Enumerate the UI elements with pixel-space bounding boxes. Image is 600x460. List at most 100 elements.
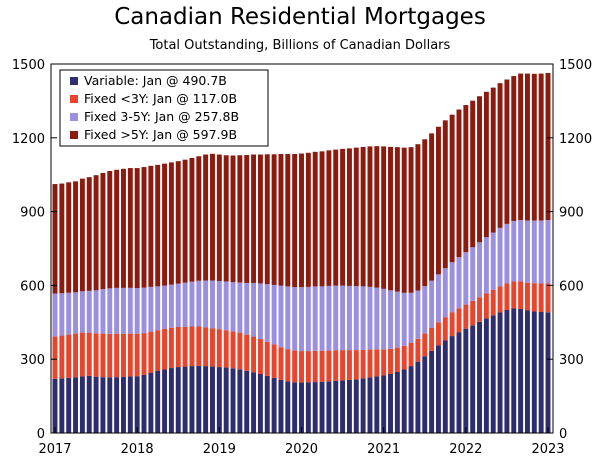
bar-segment-fixed_3to5-2022-01 bbox=[463, 252, 469, 305]
bar-segment-fixed_gt5-2021-06 bbox=[415, 144, 421, 291]
bar-segment-variable-2018-10 bbox=[196, 365, 202, 433]
bar-segment-fixed_3to5-2018-09 bbox=[189, 281, 195, 327]
bar-segment-fixed_lt3-2017-04 bbox=[73, 333, 79, 378]
chart-title: Canadian Residential Mortgages bbox=[114, 4, 486, 30]
bar-segment-fixed_3to5-2017-01 bbox=[52, 293, 58, 337]
x-tick-label-2019: 2019 bbox=[203, 442, 236, 457]
bar-segment-fixed_gt5-2019-07 bbox=[257, 154, 263, 284]
bar-segment-fixed_gt5-2019-12 bbox=[292, 154, 298, 288]
bar-segment-fixed_gt5-2022-03 bbox=[477, 96, 482, 243]
bar-segment-fixed_3to5-2019-02 bbox=[223, 281, 229, 331]
legend-swatch-variable bbox=[70, 77, 78, 85]
bar-segment-fixed_3to5-2018-07 bbox=[175, 283, 181, 327]
bar-segment-fixed_lt3-2018-03 bbox=[148, 331, 154, 373]
bar-segment-variable-2022-09 bbox=[518, 309, 524, 433]
bar-segment-variable-2018-02 bbox=[141, 374, 147, 433]
legend-label-fixed_gt5: Fixed >5Y: Jan @ 597.9B bbox=[84, 127, 237, 142]
bar-segment-fixed_3to5-2021-12 bbox=[456, 257, 462, 309]
bar-segment-fixed_3to5-2022-09 bbox=[518, 219, 524, 282]
bar-segment-fixed_3to5-2022-10 bbox=[524, 220, 530, 283]
bar-segment-fixed_3to5-2017-05 bbox=[79, 291, 85, 333]
bar-segment-variable-2021-11 bbox=[449, 336, 455, 433]
bar-segment-fixed_3to5-2019-10 bbox=[278, 285, 284, 348]
bar-segment-variable-2021-02 bbox=[388, 373, 393, 433]
bar-segment-fixed_gt5-2020-06 bbox=[333, 149, 339, 286]
bar-segment-fixed_3to5-2021-11 bbox=[449, 262, 455, 313]
bar-segment-variable-2021-05 bbox=[408, 366, 414, 433]
bar-segment-fixed_lt3-2019-08 bbox=[264, 341, 270, 376]
bar-segment-fixed_3to5-2019-04 bbox=[237, 282, 243, 333]
legend-label-fixed_3to5: Fixed 3-5Y: Jan @ 257.8B bbox=[84, 109, 239, 124]
bar-segment-fixed_3to5-2022-02 bbox=[470, 247, 476, 301]
bar-segment-fixed_gt5-2020-01 bbox=[299, 153, 304, 288]
bar-segment-fixed_3to5-2021-06 bbox=[415, 290, 421, 339]
bar-segment-fixed_3to5-2020-04 bbox=[319, 286, 325, 351]
bar-segment-fixed_3to5-2019-08 bbox=[264, 284, 270, 342]
bar-segment-fixed_gt5-2022-05 bbox=[490, 87, 496, 233]
bar-segment-fixed_lt3-2021-06 bbox=[415, 338, 421, 362]
y-tick-label-left: 0 bbox=[37, 427, 45, 442]
bar-segment-variable-2019-05 bbox=[244, 370, 250, 433]
bar-segment-fixed_3to5-2020-02 bbox=[305, 286, 311, 352]
y-tick-label-left: 300 bbox=[20, 353, 45, 368]
bar-segment-fixed_gt5-2017-08 bbox=[100, 172, 106, 290]
bar-segment-fixed_gt5-2017-12 bbox=[127, 168, 133, 288]
bar-segment-fixed_gt5-2021-08 bbox=[429, 133, 435, 281]
bar-segment-fixed_lt3-2019-03 bbox=[230, 331, 236, 369]
bar-segment-fixed_3to5-2020-11 bbox=[367, 286, 373, 350]
bar-segment-variable-2021-06 bbox=[415, 361, 421, 433]
bar-segment-fixed_lt3-2020-04 bbox=[319, 350, 325, 382]
bar-segment-fixed_gt5-2022-10 bbox=[524, 73, 530, 221]
bar-segment-fixed_3to5-2022-08 bbox=[511, 220, 517, 282]
bar-segment-fixed_lt3-2021-12 bbox=[456, 308, 462, 333]
bar-segment-fixed_lt3-2017-05 bbox=[79, 332, 85, 377]
bar-segment-variable-2022-11 bbox=[531, 311, 537, 433]
bar-segment-variable-2020-07 bbox=[340, 380, 346, 433]
bar-segment-fixed_gt5-2020-12 bbox=[374, 146, 380, 288]
bar-segment-fixed_lt3-2018-12 bbox=[210, 328, 215, 367]
legend-label-variable: Variable: Jan @ 490.7B bbox=[84, 73, 227, 88]
bar-segment-fixed_3to5-2017-11 bbox=[121, 287, 126, 334]
bar-segment-fixed_gt5-2018-06 bbox=[168, 162, 174, 285]
bar-segment-fixed_3to5-2019-05 bbox=[244, 282, 250, 335]
bar-segment-fixed_3to5-2020-01 bbox=[299, 287, 304, 352]
bar-segment-fixed_gt5-2020-07 bbox=[340, 148, 346, 286]
bar-segment-fixed_3to5-2020-05 bbox=[326, 285, 332, 351]
bar-segment-fixed_gt5-2017-06 bbox=[86, 177, 92, 291]
bar-segment-fixed_3to5-2018-02 bbox=[141, 287, 147, 334]
bar-segment-fixed_3to5-2020-06 bbox=[333, 285, 339, 351]
x-tick-label-2021: 2021 bbox=[367, 442, 400, 457]
bar-segment-fixed_lt3-2020-03 bbox=[312, 350, 318, 383]
bar-segment-fixed_lt3-2023-01 bbox=[545, 283, 551, 313]
bar-segment-fixed_lt3-2018-02 bbox=[141, 333, 147, 375]
bar-segment-fixed_3to5-2018-04 bbox=[155, 286, 161, 331]
y-tick-label-right: 600 bbox=[559, 279, 584, 294]
bar-segment-fixed_lt3-2019-01 bbox=[216, 329, 222, 368]
bar-segment-fixed_3to5-2020-10 bbox=[360, 286, 366, 350]
bar-segment-fixed_3to5-2017-09 bbox=[107, 288, 113, 334]
bar-segment-variable-2020-05 bbox=[326, 381, 332, 433]
bar-segment-variable-2017-10 bbox=[114, 377, 120, 433]
bar-segment-fixed_3to5-2017-10 bbox=[114, 287, 120, 334]
bar-segment-fixed_gt5-2017-09 bbox=[107, 171, 113, 289]
bar-segment-fixed_3to5-2021-08 bbox=[429, 280, 435, 328]
bar-segment-variable-2020-06 bbox=[333, 380, 339, 433]
bar-segment-fixed_gt5-2017-05 bbox=[79, 178, 85, 292]
bar-segment-fixed_lt3-2022-01 bbox=[463, 304, 469, 329]
bar-segment-variable-2021-09 bbox=[435, 345, 441, 433]
bar-segment-fixed_3to5-2017-06 bbox=[86, 290, 92, 333]
bar-segment-variable-2021-04 bbox=[401, 369, 407, 433]
bar-segment-fixed_lt3-2021-07 bbox=[422, 333, 428, 357]
bar-segment-variable-2017-06 bbox=[86, 375, 92, 433]
bar-segment-variable-2018-04 bbox=[155, 371, 161, 433]
bar-segment-fixed_3to5-2017-04 bbox=[73, 292, 79, 334]
bar-segment-fixed_lt3-2017-01 bbox=[52, 336, 58, 379]
bar-segment-fixed_gt5-2017-11 bbox=[121, 168, 126, 288]
bar-segment-fixed_gt5-2019-10 bbox=[278, 154, 284, 286]
bar-segment-fixed_gt5-2018-08 bbox=[182, 159, 188, 283]
bar-segment-fixed_3to5-2022-07 bbox=[504, 223, 510, 284]
bar-segment-fixed_3to5-2018-05 bbox=[162, 285, 168, 329]
bar-segment-fixed_lt3-2022-06 bbox=[497, 286, 503, 313]
bar-segment-fixed_lt3-2022-10 bbox=[524, 282, 530, 311]
